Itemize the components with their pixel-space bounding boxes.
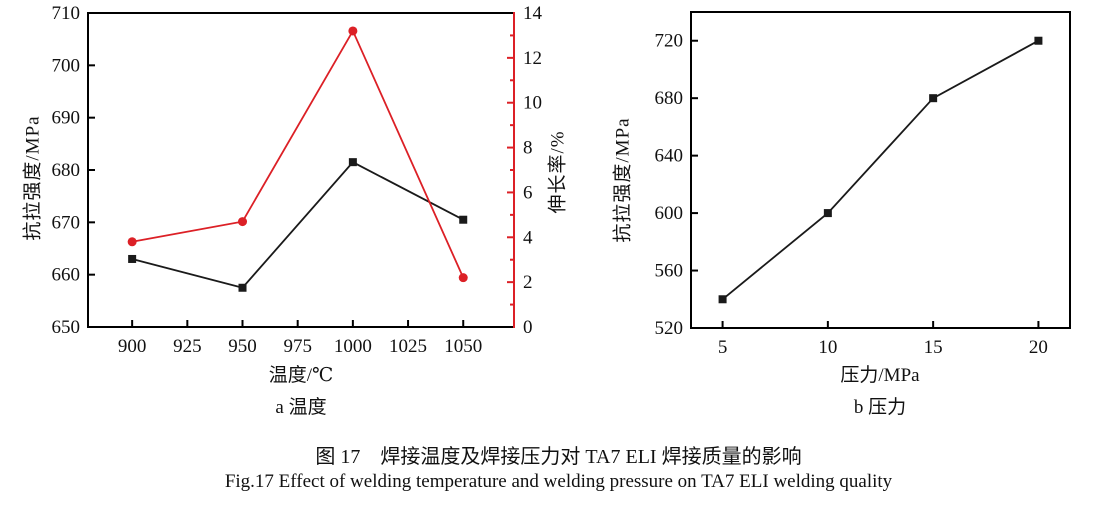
y-tick-label: 720 (655, 31, 684, 52)
y-right-tick-label: 14 (523, 3, 543, 24)
y-tick-label: 520 (655, 318, 684, 339)
y-tick-label: 650 (52, 317, 81, 338)
data-point-marker (348, 158, 357, 167)
data-point-marker (1034, 36, 1043, 45)
data-point-marker (718, 295, 727, 304)
chart-a-ylabel-left: 抗拉强度/MPa (22, 115, 44, 241)
y-tick-label: 670 (52, 212, 81, 233)
y-right-tick-label: 0 (523, 317, 533, 338)
data-point-marker (127, 237, 137, 247)
y-tick-label: 600 (655, 203, 684, 224)
chart-b-ylabel: 抗拉强度/MPa (612, 117, 634, 243)
data-point-marker (823, 209, 832, 218)
x-tick-label: 20 (1029, 337, 1048, 358)
x-tick-label: 950 (228, 336, 257, 357)
chart-b-canvas: 520 560 600 640 680 720 5 10 15 20 (655, 11, 1071, 358)
series-line (131, 161, 464, 289)
x-tick-label: 1050 (444, 336, 482, 357)
y-tick-label: 710 (52, 3, 81, 24)
figure-caption-chinese: 图 17 焊接温度及焊接压力对 TA7 ELI 焊接质量的影响 (315, 446, 802, 468)
chart-a-canvas: 650 660 670 680 690 700 710 0 2 4 6 8 10 12 14 900 925 95… (52, 3, 543, 357)
data-point-marker (348, 26, 358, 36)
chart-b-xlabel: 压力/MPa (840, 365, 920, 386)
y-tick-label: 680 (52, 160, 81, 181)
x-tick-label: 1000 (334, 336, 372, 357)
y-right-tick-label: 8 (523, 138, 533, 159)
x-tick-label: 10 (818, 337, 837, 358)
y-right-tick-label: 4 (523, 227, 533, 248)
y-right-tick-label: 2 (523, 272, 533, 293)
x-tick-label: 925 (173, 336, 202, 357)
x-tick-label: 15 (924, 337, 943, 358)
data-point-marker (929, 94, 938, 103)
data-point-marker (458, 273, 468, 283)
chart-a-xlabel: 温度/℃ (268, 365, 334, 386)
x-tick-label: 1025 (389, 336, 427, 357)
data-point-marker (238, 283, 247, 292)
data-point-marker (238, 217, 248, 227)
y-right-tick-label: 10 (523, 93, 542, 114)
series-line (722, 39, 1039, 300)
x-tick-label: 975 (283, 336, 312, 357)
chart-a-ylabel-right: 伸长率/% (547, 130, 569, 214)
y-tick-label: 690 (52, 108, 81, 129)
y-tick-label: 660 (52, 265, 81, 286)
data-point-marker (128, 254, 137, 263)
y-tick-label: 560 (655, 261, 684, 282)
x-tick-label: 5 (718, 337, 728, 358)
chart-a-subtitle: a 温度 (275, 397, 327, 418)
y-tick-label: 700 (52, 55, 81, 76)
x-tick-label: 900 (118, 336, 147, 357)
chart-b-subtitle: b 压力 (853, 397, 907, 418)
series-line (131, 28, 465, 279)
figure-caption-english: Fig.17 Effect of welding temperature and… (224, 471, 893, 492)
y-tick-label: 640 (655, 146, 684, 167)
y-right-tick-label: 12 (523, 48, 542, 69)
y-right-tick-label: 6 (523, 182, 533, 203)
data-point-marker (459, 215, 468, 224)
y-tick-label: 680 (655, 88, 684, 109)
